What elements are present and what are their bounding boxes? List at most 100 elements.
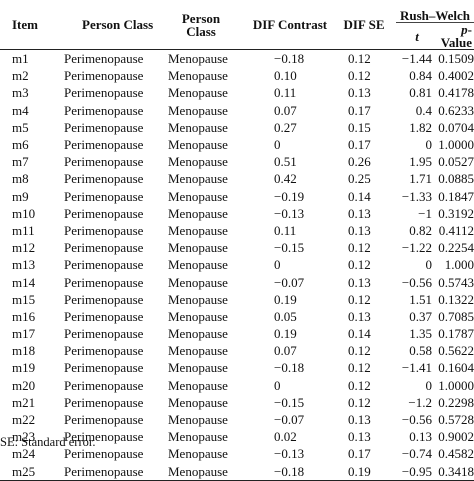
cell-p-value: 0.1322 (438, 291, 474, 307)
cell-dif-se: 0.13 (348, 429, 371, 445)
cell-dif-se: 0.17 (348, 137, 371, 153)
table-row: m1 Perimenopause Menopause −0.18 0.12 −1.44 0.… (0, 50, 474, 68)
table-row: m4 Perimenopause Menopause 0.07 0.17 0.4 0.623… (0, 102, 474, 119)
cell-person-class-2: Menopause (168, 188, 228, 204)
cell-p-value: 0.7085 (438, 308, 474, 324)
cell-p-value: 0.4582 (438, 446, 474, 462)
cell-p-value: 0.1604 (438, 360, 474, 376)
cell-item: m7 (12, 154, 29, 170)
cell-item: m2 (12, 68, 29, 84)
cell-dif-se: 0.14 (348, 188, 371, 204)
cell-t: 0.13 (409, 429, 432, 445)
cell-dif-contrast: 0.07 (274, 343, 297, 359)
cell-t: −1.44 (401, 51, 432, 67)
cell-dif-se: 0.14 (348, 326, 371, 342)
table-row: m2 Perimenopause Menopause 0.10 0.12 0.84 0.40… (0, 67, 474, 84)
header-dif-se: DIF SE (332, 0, 396, 50)
cell-t: 0.82 (409, 222, 432, 238)
cell-t: −1.2 (408, 394, 432, 410)
cell-p-value: 0.4002 (438, 68, 474, 84)
cell-item: m17 (12, 326, 36, 342)
cell-p-value: 0.9002 (438, 429, 474, 445)
table-row: m23 Perimenopause Menopause 0.02 0.13 0.13 0.9… (0, 428, 474, 445)
cell-dif-contrast: −0.19 (274, 188, 305, 204)
cell-person-class-1: Perimenopause (64, 360, 144, 376)
cell-t: 0.4 (415, 102, 432, 118)
cell-person-class-1: Perimenopause (64, 429, 144, 445)
cell-p-value: 0.5622 (438, 343, 474, 359)
cell-p-value: 0.0704 (438, 119, 474, 135)
cell-dif-contrast: 0.11 (274, 222, 297, 238)
cell-person-class-1: Perimenopause (64, 85, 144, 101)
footnote: SE: Standard error. (0, 435, 96, 449)
cell-person-class-2: Menopause (168, 326, 228, 342)
cell-p-value: 0.1509 (438, 51, 474, 67)
table-row: m19 Perimenopause Menopause −0.18 0.12 −1.41 0… (0, 359, 474, 376)
cell-person-class-2: Menopause (168, 68, 228, 84)
table-row: m7 Perimenopause Menopause 0.51 0.26 1.95 0.05… (0, 153, 474, 170)
cell-dif-contrast: 0.10 (274, 68, 297, 84)
cell-dif-contrast: −0.18 (274, 51, 305, 67)
cell-t: −0.74 (401, 446, 432, 462)
cell-person-class-2: Menopause (168, 274, 228, 290)
cell-dif-contrast: 0.05 (274, 308, 297, 324)
cell-p-value: 1.000 (444, 257, 474, 273)
cell-person-class-2: Menopause (168, 171, 228, 187)
cell-dif-contrast: −0.13 (274, 446, 305, 462)
cell-item: m23 (12, 429, 36, 445)
cell-dif-contrast: −0.18 (274, 360, 305, 376)
cell-p-value: 0.2254 (438, 240, 474, 256)
cell-p-value: 0.2298 (438, 394, 474, 410)
cell-dif-se: 0.12 (348, 377, 371, 393)
cell-t: −1 (418, 205, 432, 221)
cell-p-value: 0.5728 (438, 412, 474, 428)
cell-person-class-2: Menopause (168, 205, 228, 221)
cell-dif-se: 0.15 (348, 119, 371, 135)
cell-item: m25 (0, 462, 56, 481)
table-row: m25 Perimenopause Menopause −0.18 0.19 −0.95 0… (0, 462, 474, 481)
cell-person-class-1: Perimenopause (64, 274, 144, 290)
cell-dif-contrast: 0 (274, 137, 281, 153)
cell-p-value: 0.0527 (438, 154, 474, 170)
table-row: m14 Perimenopause Menopause −0.07 0.13 −0.56 0… (0, 273, 474, 290)
cell-person-class-1: Perimenopause (64, 137, 144, 153)
cell-person-class-2: Menopause (168, 343, 228, 359)
cell-p-value: 0.6233 (438, 102, 474, 118)
cell-item: m9 (12, 188, 29, 204)
cell-t: 0.58 (409, 343, 432, 359)
table-row: m8 Perimenopause Menopause 0.42 0.25 1.71 0.08… (0, 170, 474, 187)
cell-item: m5 (12, 119, 29, 135)
cell-dif-se: 0.17 (348, 102, 371, 118)
cell-dif-se: 0.12 (348, 51, 371, 67)
cell-dif-contrast: 0.19 (274, 291, 297, 307)
cell-person-class-1: Perimenopause (64, 257, 144, 273)
cell-person-class-2: Menopause (168, 429, 228, 445)
cell-person-class-2: Menopause (168, 102, 228, 118)
cell-person-class-2: Menopause (168, 377, 228, 393)
table-header: Item Person Class Person Class DIF Contr… (0, 0, 474, 50)
cell-person-class-1: Perimenopause (64, 102, 144, 118)
header-item: Item (0, 0, 56, 50)
table-row: m16 Perimenopause Menopause 0.05 0.13 0.37 0.7… (0, 308, 474, 325)
cell-person-class-1: Perimenopause (64, 51, 144, 67)
cell-p-value: 0.1787 (438, 326, 474, 342)
table-row: m18 Perimenopause Menopause 0.07 0.12 0.58 0.5… (0, 342, 474, 359)
cell-dif-se: 0.12 (348, 343, 371, 359)
cell-person-class-2: Menopause (168, 412, 228, 428)
cell-person-class-2: Menopause (168, 240, 228, 256)
table-row: m20 Perimenopause Menopause 0 0.12 0 1.0000 (0, 377, 474, 394)
cell-person-class-1: Perimenopause (64, 68, 144, 84)
cell-t: 0.81 (409, 85, 432, 101)
cell-person-class-2: Menopause (168, 222, 228, 238)
cell-item: m15 (12, 291, 36, 307)
cell-t: −1.41 (401, 360, 432, 376)
cell-person-class-1: Perimenopause (64, 308, 144, 324)
cell-t: 0 (425, 257, 433, 273)
cell-dif-contrast: 0.11 (274, 85, 297, 101)
cell-p-value: 1.0000 (438, 377, 474, 393)
cell-person-class-1: Perimenopause (64, 343, 144, 359)
cell-person-class-1: Perimenopause (64, 412, 144, 428)
cell-t: −0.56 (401, 274, 432, 290)
cell-dif-contrast: −0.15 (274, 394, 305, 410)
